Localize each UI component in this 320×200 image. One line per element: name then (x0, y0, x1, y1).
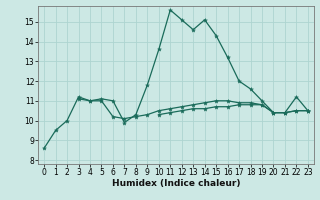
X-axis label: Humidex (Indice chaleur): Humidex (Indice chaleur) (112, 179, 240, 188)
